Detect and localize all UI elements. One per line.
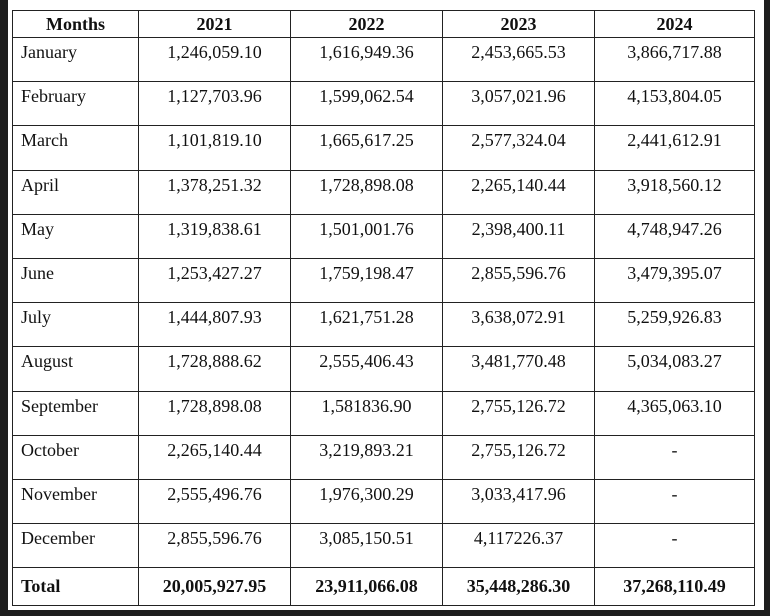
value-cell: 2,755,126.72 — [442, 434, 595, 481]
month-cell: April — [12, 169, 139, 215]
value-cell: 2,453,665.53 — [442, 36, 595, 83]
value-cell: 1,444,807.93 — [138, 302, 291, 348]
value-cell: 2,398,400.11 — [442, 213, 595, 260]
header-row: Months 2021 2022 2023 2024 — [12, 10, 755, 38]
header-2023: 2023 — [442, 10, 595, 38]
value-cell: 1,976,300.29 — [290, 479, 443, 525]
header-months: Months — [12, 10, 139, 38]
value-cell: 1,319,838.61 — [138, 213, 291, 260]
value-cell: 4,748,947.26 — [594, 213, 755, 260]
table-row: September 1,728,898.08 1,581836.90 2,755,12… — [12, 390, 755, 436]
value-cell: 3,638,072.91 — [442, 302, 595, 348]
value-cell: 2,265,140.44 — [442, 169, 595, 215]
total-value-cell: 23,911,066.08 — [290, 567, 443, 606]
table-row: June 1,253,427.27 1,759,198.47 2,855,596.76… — [12, 258, 755, 304]
value-cell: - — [594, 523, 755, 569]
month-cell: June — [12, 258, 139, 304]
value-cell: 1,759,198.47 — [290, 258, 443, 304]
table-row: December 2,855,596.76 3,085,150.51 4,117226… — [12, 523, 755, 569]
table-body: January 1,246,059.10 1,616,949.36 2,453,665… — [12, 36, 755, 606]
frame-bottom-edge — [0, 610, 770, 616]
value-cell: 1,378,251.32 — [138, 169, 291, 215]
value-cell: 2,855,596.76 — [442, 258, 595, 304]
value-cell: - — [594, 479, 755, 525]
value-cell: 2,577,324.04 — [442, 125, 595, 171]
value-cell: 2,755,126.72 — [442, 390, 595, 436]
value-cell: 2,555,496.76 — [138, 479, 291, 525]
value-cell: 4,153,804.05 — [594, 81, 755, 127]
value-cell: 1,599,062.54 — [290, 81, 443, 127]
value-cell: 1,501,001.76 — [290, 213, 443, 260]
value-cell: 3,219,893.21 — [290, 434, 443, 481]
value-cell: 1,253,427.27 — [138, 258, 291, 304]
total-value-cell: 35,448,286.30 — [442, 567, 595, 606]
table-row: April 1,378,251.32 1,728,898.08 2,265,140.4… — [12, 169, 755, 215]
total-label: Total — [12, 567, 139, 606]
table-row: January 1,246,059.10 1,616,949.36 2,453,665… — [12, 36, 755, 83]
frame-left-edge — [0, 0, 8, 616]
table-row: February 1,127,703.96 1,599,062.54 3,057,02… — [12, 81, 755, 127]
table-row: March 1,101,819.10 1,665,617.25 2,577,324.0… — [12, 125, 755, 171]
value-cell: 2,555,406.43 — [290, 346, 443, 392]
value-cell: 3,033,417.96 — [442, 479, 595, 525]
header-2024: 2024 — [594, 10, 755, 38]
table-row: May 1,319,838.61 1,501,001.76 2,398,400.11 4… — [12, 213, 755, 260]
month-cell: September — [12, 390, 139, 436]
month-cell: August — [12, 346, 139, 392]
frame-right-edge — [764, 0, 770, 616]
month-cell: March — [12, 125, 139, 171]
total-value-cell: 20,005,927.95 — [138, 567, 291, 606]
value-cell: 1,246,059.10 — [138, 36, 291, 83]
month-cell: July — [12, 302, 139, 348]
value-cell: 1,621,751.28 — [290, 302, 443, 348]
header-2021: 2021 — [138, 10, 291, 38]
month-cell: October — [12, 434, 139, 481]
table-row: November 2,555,496.76 1,976,300.29 3,033,41… — [12, 479, 755, 525]
total-row: Total 20,005,927.95 23,911,066.08 35,448,28… — [12, 567, 755, 606]
value-cell: 3,479,395.07 — [594, 258, 755, 304]
value-cell: 3,918,560.12 — [594, 169, 755, 215]
value-cell: 2,265,140.44 — [138, 434, 291, 481]
header-2022: 2022 — [290, 10, 443, 38]
value-cell: 4,365,063.10 — [594, 390, 755, 436]
total-value-cell: 37,268,110.49 — [594, 567, 755, 606]
value-cell: 5,259,926.83 — [594, 302, 755, 348]
value-cell: 3,085,150.51 — [290, 523, 443, 569]
month-cell: December — [12, 523, 139, 569]
value-cell: 2,855,596.76 — [138, 523, 291, 569]
value-cell: 1,581836.90 — [290, 390, 443, 436]
month-cell: May — [12, 213, 139, 260]
value-cell: 5,034,083.27 — [594, 346, 755, 392]
table-row: August 1,728,888.62 2,555,406.43 3,481,770.… — [12, 346, 755, 392]
value-cell: 1,101,819.10 — [138, 125, 291, 171]
value-cell: 3,866,717.88 — [594, 36, 755, 83]
value-cell: 3,057,021.96 — [442, 81, 595, 127]
value-cell: 1,728,898.08 — [290, 169, 443, 215]
value-cell: 1,616,949.36 — [290, 36, 443, 83]
value-cell: - — [594, 434, 755, 481]
value-cell: 1,728,898.08 — [138, 390, 291, 436]
month-cell: January — [12, 36, 139, 83]
value-cell: 1,728,888.62 — [138, 346, 291, 392]
table-row: July 1,444,807.93 1,621,751.28 3,638,072.91… — [12, 302, 755, 348]
monthly-values-table: Months 2021 2022 2023 2024 January 1,246,… — [12, 10, 755, 606]
table-row: October 2,265,140.44 3,219,893.21 2,755,126… — [12, 434, 755, 481]
month-cell: February — [12, 81, 139, 127]
value-cell: 3,481,770.48 — [442, 346, 595, 392]
month-cell: November — [12, 479, 139, 525]
value-cell: 1,127,703.96 — [138, 81, 291, 127]
value-cell: 2,441,612.91 — [594, 125, 755, 171]
value-cell: 4,117226.37 — [442, 523, 595, 569]
value-cell: 1,665,617.25 — [290, 125, 443, 171]
